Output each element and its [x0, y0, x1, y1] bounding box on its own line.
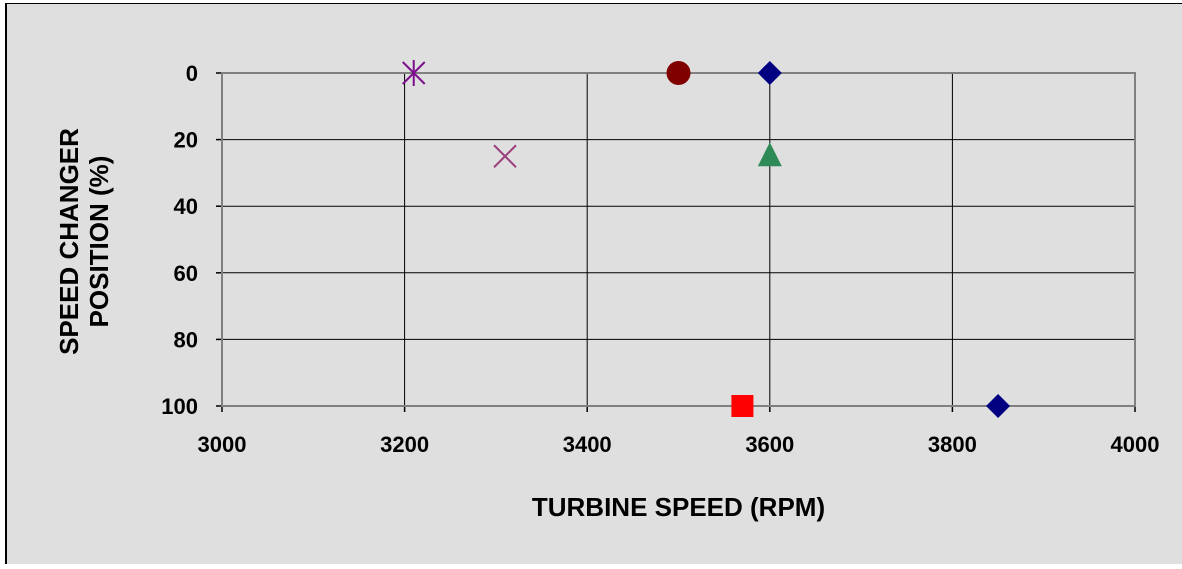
y-axis-title-line-1: SPEED CHANGER	[54, 128, 84, 355]
diamond-marker	[986, 394, 1011, 418]
star-marker	[402, 60, 426, 86]
x-tick-label: 3400	[563, 432, 612, 457]
data-markers	[402, 60, 1011, 418]
x-axis-title: TURBINE SPEED (RPM)	[532, 492, 825, 522]
x-marker	[493, 144, 517, 168]
square-marker	[731, 395, 754, 417]
x-tick-label: 3000	[198, 432, 247, 457]
y-tick-label: 0	[186, 61, 198, 86]
triangle-marker	[757, 142, 782, 167]
x-tick-label: 4000	[1111, 432, 1160, 457]
plot-area-border	[221, 72, 1136, 407]
y-tick-label: 80	[174, 327, 198, 352]
y-tick-label: 20	[174, 128, 198, 153]
y-tick-label: 60	[174, 261, 198, 286]
x-tick-label: 3600	[745, 432, 794, 457]
y-axis-title-line-2: POSITION (%)	[84, 156, 114, 328]
circle-marker	[666, 61, 691, 85]
x-tick-label: 3800	[928, 432, 977, 457]
x-tick-label: 3200	[380, 432, 429, 457]
y-tick-label: 40	[174, 194, 198, 219]
diamond-marker	[757, 61, 782, 85]
chart-frame: 0 20 40 60 80 100 3000 3200 3400 3600 3800 4000 TUR…	[5, 3, 1182, 564]
y-tick-label: 100	[161, 394, 198, 419]
grid	[216, 72, 1136, 412]
x-stroke	[493, 144, 517, 168]
